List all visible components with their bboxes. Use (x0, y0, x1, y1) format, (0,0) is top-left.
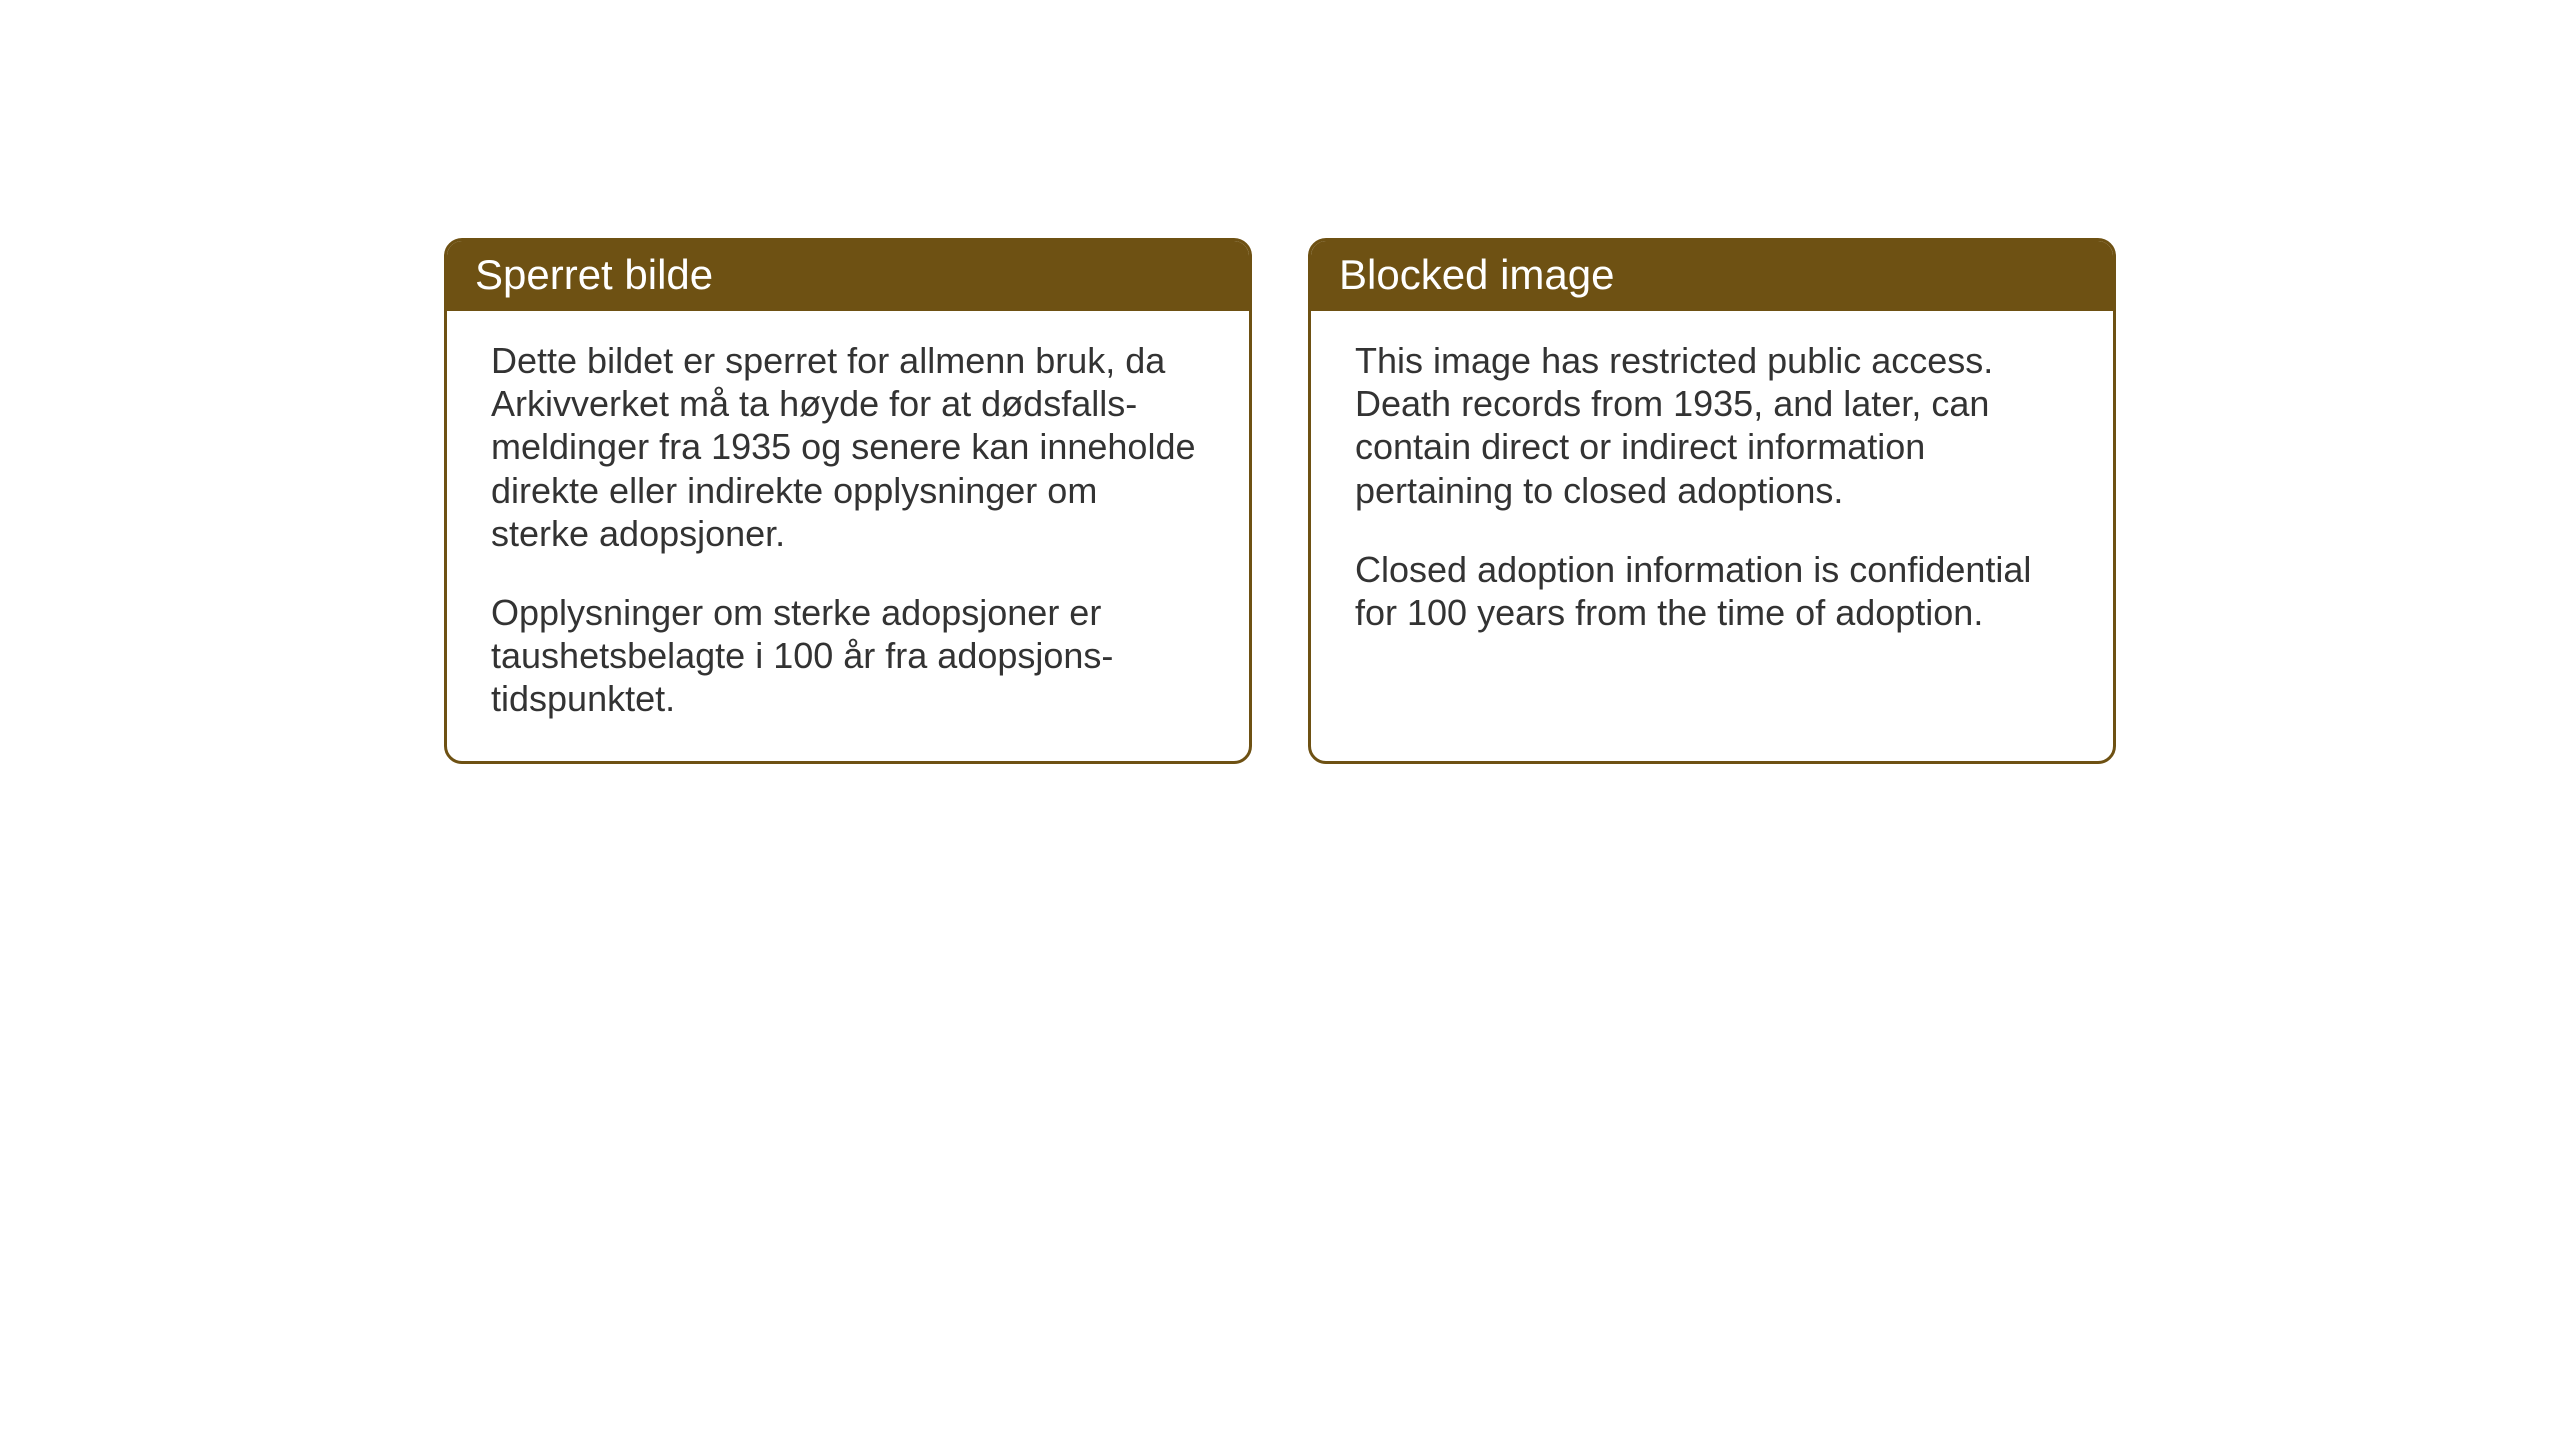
paragraph-text: Opplysninger om sterke adopsjoner er tau… (491, 591, 1205, 721)
paragraph-text: This image has restricted public access.… (1355, 339, 2069, 512)
card-body-english: This image has restricted public access.… (1311, 311, 2113, 674)
card-english: Blocked image This image has restricted … (1308, 238, 2116, 764)
card-body-norwegian: Dette bildet er sperret for allmenn bruk… (447, 311, 1249, 761)
card-header-norwegian: Sperret bilde (447, 241, 1249, 311)
card-norwegian: Sperret bilde Dette bildet er sperret fo… (444, 238, 1252, 764)
paragraph-text: Dette bildet er sperret for allmenn bruk… (491, 339, 1205, 555)
paragraph-text: Closed adoption information is confident… (1355, 548, 2069, 634)
cards-container: Sperret bilde Dette bildet er sperret fo… (444, 238, 2116, 764)
card-header-english: Blocked image (1311, 241, 2113, 311)
